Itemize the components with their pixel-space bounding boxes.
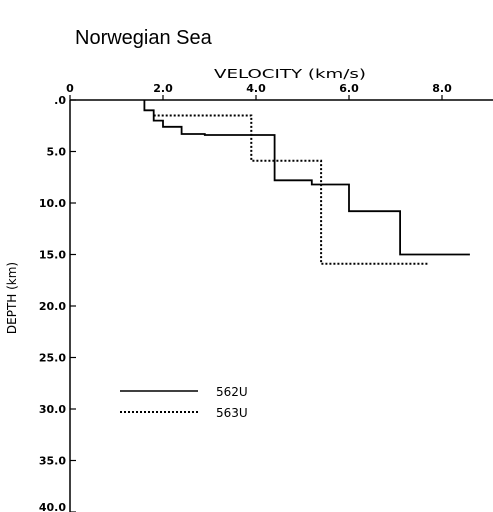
x-ticks: 0 2.0 4.0 6.0 8.0 xyxy=(66,82,452,100)
chart-title: Norwegian Sea xyxy=(75,27,213,49)
x-tick-label: 2.0 xyxy=(153,82,173,95)
x-tick-label: 6.0 xyxy=(339,82,359,95)
y-axis-label: DEPTH (km) xyxy=(5,262,19,334)
legend: 562U 563U xyxy=(120,385,248,420)
x-tick-label: 0 xyxy=(66,82,74,95)
y-tick-label: 20.0 xyxy=(39,300,66,313)
series-line-562U xyxy=(143,100,470,256)
x-axis-label: VELOCITY (km/s) xyxy=(214,67,366,81)
y-tick-label: 10.0 xyxy=(39,197,66,210)
legend-label-562U: 562U xyxy=(216,385,248,399)
series-layer xyxy=(143,100,470,265)
y-tick-label: 25.0 xyxy=(39,352,66,365)
y-ticks: .0 5.0 10.0 15.0 20.0 25.0 30.0 35.0 40.0 xyxy=(39,94,76,512)
y-tick-label: .0 xyxy=(54,94,66,107)
y-tick-label: 35.0 xyxy=(39,455,66,468)
x-tick-label: 8.0 xyxy=(432,82,452,95)
y-tick-label: 15.0 xyxy=(39,249,66,262)
y-tick-label: 30.0 xyxy=(39,403,66,416)
series-line-563U xyxy=(153,114,429,265)
x-tick-label: 4.0 xyxy=(246,82,266,95)
y-tick-label: 5.0 xyxy=(47,146,67,159)
y-tick-label: 40.0 xyxy=(39,501,66,512)
legend-label-563U: 563U xyxy=(216,406,248,420)
